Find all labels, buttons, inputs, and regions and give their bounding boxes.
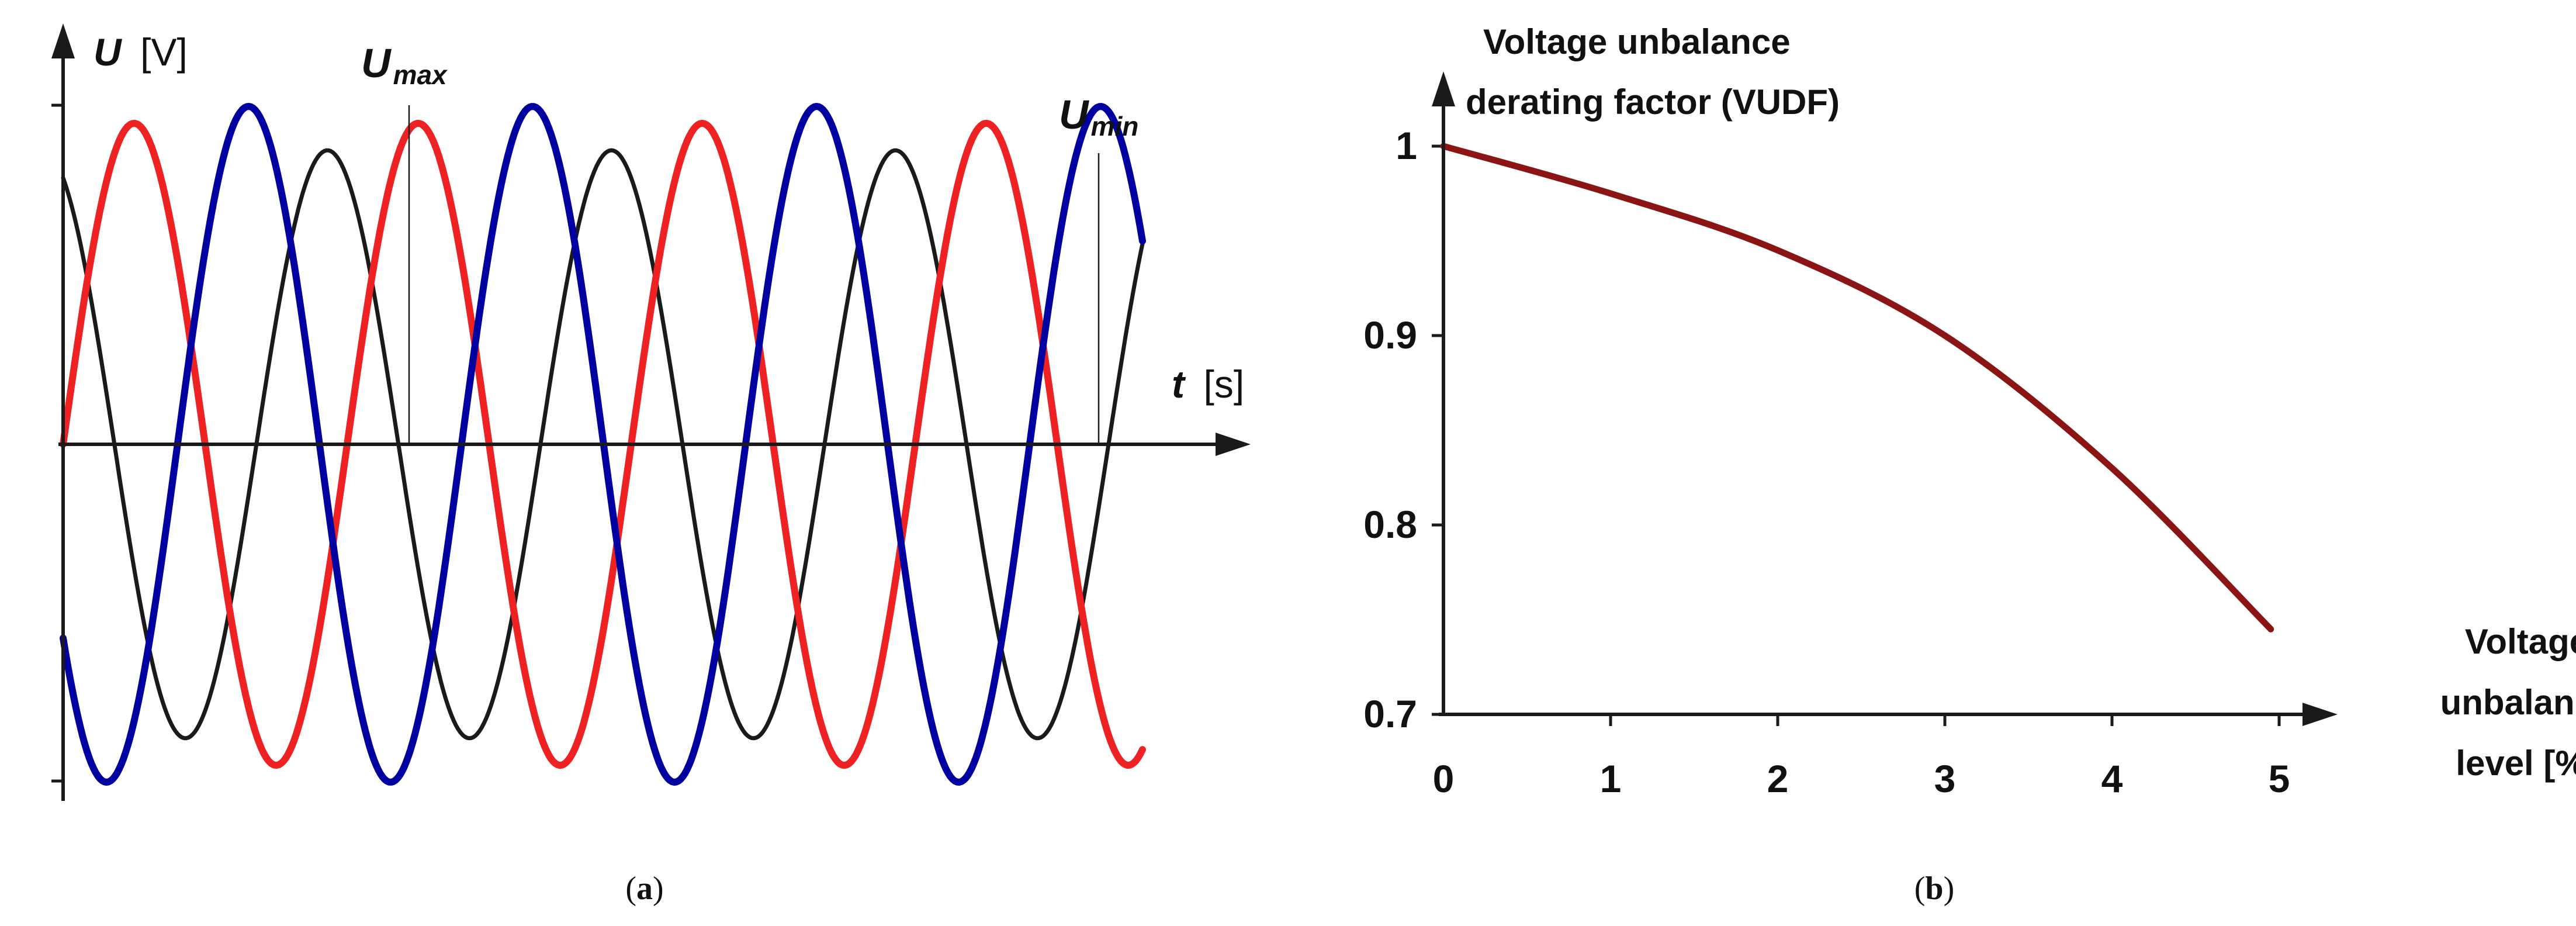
waveform-series-1 bbox=[61, 148, 1145, 741]
x-tick-label: 4 bbox=[2101, 757, 2123, 800]
caption-b-letter: b bbox=[1925, 870, 1943, 907]
x-axis-symbol: t bbox=[1172, 362, 1186, 406]
panel-a-voltage-waveforms: U [V] t [s] U max U min (a) bbox=[51, 23, 1251, 907]
y-axis-arrowhead bbox=[51, 23, 75, 58]
x-tick-label: 2 bbox=[1767, 757, 1789, 800]
b-xlabel-line-3: level [%] bbox=[2456, 744, 2576, 783]
b-xlabel-line-1: Voltage bbox=[2465, 622, 2576, 661]
y-tick-label: 1 bbox=[1396, 124, 1417, 167]
y-tick-label: 0.7 bbox=[1363, 692, 1417, 735]
umin-base: U bbox=[1059, 92, 1089, 137]
x-tick-label: 0 bbox=[1433, 757, 1455, 800]
annotation-umin: U min bbox=[1059, 92, 1138, 141]
x-tick-label: 1 bbox=[1600, 757, 1622, 800]
b-title-line-2: derating factor (VUDF) bbox=[1466, 82, 1840, 122]
y-tick-label: 0.8 bbox=[1363, 503, 1417, 546]
b-y-axis-arrowhead bbox=[1432, 71, 1455, 106]
waveform-series-group bbox=[60, 103, 1146, 786]
umax-base: U bbox=[361, 40, 392, 86]
b-xlabel-line-2: unbalance bbox=[2440, 683, 2576, 722]
x-tick-label: 5 bbox=[2269, 757, 2290, 800]
umin-subscript: min bbox=[1091, 111, 1139, 141]
y-tick-label: 0.9 bbox=[1363, 313, 1417, 357]
y-axis-symbol: U bbox=[94, 30, 123, 74]
x-axis-label: t [s] bbox=[1172, 362, 1244, 406]
waveform-series-3 bbox=[60, 103, 1146, 786]
annotation-umax: U max bbox=[361, 40, 448, 90]
y-axis-label: U [V] bbox=[94, 30, 188, 74]
y-axis-unit: [V] bbox=[140, 30, 188, 74]
caption-b: (b) bbox=[1914, 870, 1954, 907]
b-x-axis-arrowhead bbox=[2303, 703, 2338, 726]
x-tick-label: 3 bbox=[1934, 757, 1956, 800]
umax-subscript: max bbox=[393, 60, 448, 90]
panel-b-vudf-chart: 0 1 2 3 4 5 0.7 0.8 0.9 1 Voltage unbalance derat… bbox=[1363, 22, 2576, 907]
vudf-curve bbox=[1440, 143, 2274, 633]
vudf-series-group bbox=[1440, 143, 2274, 633]
x-axis-unit: [s] bbox=[1203, 362, 1244, 406]
caption-a-letter: a bbox=[636, 870, 653, 907]
waveform-series-2 bbox=[60, 119, 1146, 769]
caption-a: (a) bbox=[625, 870, 663, 907]
tick-group: 0 1 2 3 4 5 0.7 0.8 0.9 1 bbox=[1363, 124, 2290, 800]
x-axis-arrowhead bbox=[1216, 433, 1251, 456]
b-title-line-1: Voltage unbalance bbox=[1483, 22, 1791, 61]
